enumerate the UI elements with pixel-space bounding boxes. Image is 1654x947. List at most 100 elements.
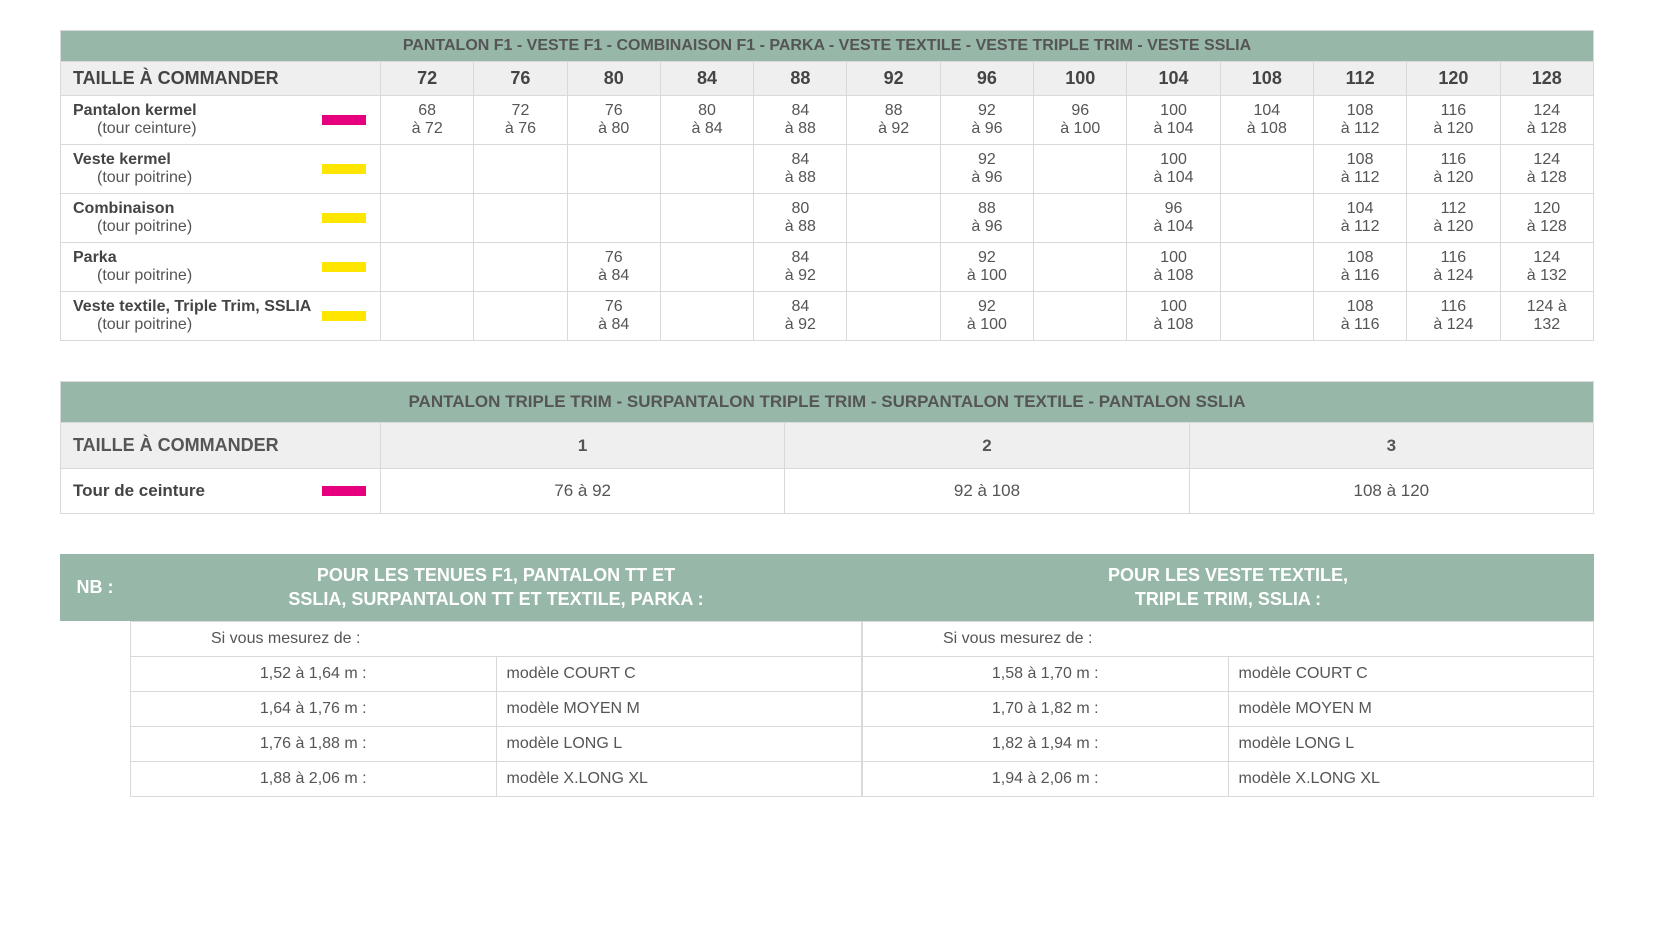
cell: 116 à 124: [1407, 292, 1500, 341]
cell: [474, 243, 567, 292]
cell: [381, 194, 474, 243]
table-row: Veste kermel(tour poitrine)84 à 8892 à 9…: [61, 145, 1594, 194]
size-col: 2: [785, 423, 1189, 469]
cell: [1034, 145, 1127, 194]
cell: 84 à 92: [754, 243, 847, 292]
nb-intro: Si vous mesurez de :: [131, 621, 862, 656]
cell: [660, 243, 753, 292]
size-col: 100: [1034, 62, 1127, 96]
cell: 100 à 104: [1127, 96, 1220, 145]
cell: 84 à 92: [754, 292, 847, 341]
table-row: 1,82 à 1,94 m :modèle LONG L: [863, 726, 1594, 761]
sizing-table-triple-trim: PANTALON TRIPLE TRIM - SURPANTALON TRIPL…: [60, 381, 1594, 514]
cell: [381, 292, 474, 341]
cell: 80 à 88: [754, 194, 847, 243]
row-label: Veste textile, Triple Trim, SSLIA(tour p…: [61, 292, 381, 341]
nb-col-left: POUR LES TENUES F1, PANTALON TT ET SSLIA…: [130, 554, 862, 621]
table-row: 1,88 à 2,06 m :modèle X.LONG XL: [131, 761, 862, 796]
cell: [847, 292, 940, 341]
cell: 100 à 108: [1127, 292, 1220, 341]
cell: 108 à 112: [1313, 145, 1406, 194]
height-range: 1,70 à 1,82 m :: [863, 691, 1229, 726]
cell: 108 à 116: [1313, 292, 1406, 341]
cell: 88 à 92: [847, 96, 940, 145]
cell: 124 à 132: [1500, 243, 1593, 292]
cell: [1034, 243, 1127, 292]
model-name: modèle MOYEN M: [496, 691, 862, 726]
row-label: Tour de ceinture: [61, 469, 381, 514]
cell: [1034, 194, 1127, 243]
cell: 116 à 120: [1407, 96, 1500, 145]
model-name: modèle MOYEN M: [1228, 691, 1594, 726]
cell: [474, 145, 567, 194]
swatch-icon: [322, 311, 366, 321]
cell: 76 à 92: [381, 469, 785, 514]
table-row: Tour de ceinture 76 à 92 92 à 108 108 à …: [61, 469, 1594, 514]
nb-table-left: Si vous mesurez de : 1,52 à 1,64 m :modè…: [130, 621, 862, 797]
cell: [660, 145, 753, 194]
sizing-table-f1: PANTALON F1 - VESTE F1 - COMBINAISON F1 …: [60, 30, 1594, 341]
table-row: Veste textile, Triple Trim, SSLIA(tour p…: [61, 292, 1594, 341]
table-row: Parka(tour poitrine)76 à 8484 à 9292 à 1…: [61, 243, 1594, 292]
cell: 104 à 112: [1313, 194, 1406, 243]
height-range: 1,58 à 1,70 m :: [863, 656, 1229, 691]
row-label: Pantalon kermel(tour ceinture): [61, 96, 381, 145]
nb-head-left: POUR LES TENUES F1, PANTALON TT ET SSLIA…: [130, 554, 862, 621]
height-range: 1,76 à 1,88 m :: [131, 726, 497, 761]
model-name: modèle X.LONG XL: [1228, 761, 1594, 796]
swatch-icon: [322, 213, 366, 223]
cell: 100 à 104: [1127, 145, 1220, 194]
table2-title: PANTALON TRIPLE TRIM - SURPANTALON TRIPL…: [61, 382, 1594, 423]
table-row: Combinaison(tour poitrine) 80 à 88 88 à 96…: [61, 194, 1594, 243]
row-label: Combinaison(tour poitrine): [61, 194, 381, 243]
nb-section: NB : POUR LES TENUES F1, PANTALON TT ET …: [60, 554, 1594, 621]
table1-header-label: TAILLE À COMMANDER: [61, 62, 381, 96]
cell: [1220, 243, 1313, 292]
table-row: Pantalon kermel(tour ceinture)68 à 7272 …: [61, 96, 1594, 145]
size-col: 128: [1500, 62, 1593, 96]
height-range: 1,52 à 1,64 m :: [131, 656, 497, 691]
cell: 96 à 104: [1127, 194, 1220, 243]
swatch-icon: [322, 262, 366, 272]
table-row: 1,70 à 1,82 m :modèle MOYEN M: [863, 691, 1594, 726]
cell: 84 à 88: [754, 96, 847, 145]
cell: [381, 145, 474, 194]
cell: 108 à 116: [1313, 243, 1406, 292]
cell: [660, 292, 753, 341]
cell: 76 à 84: [567, 243, 660, 292]
table1-title: PANTALON F1 - VESTE F1 - COMBINAISON F1 …: [61, 31, 1594, 62]
cell: 116 à 124: [1407, 243, 1500, 292]
cell: 76 à 84: [567, 292, 660, 341]
cell: 120 à 128: [1500, 194, 1593, 243]
size-col: 3: [1189, 423, 1593, 469]
height-range: 1,88 à 2,06 m :: [131, 761, 497, 796]
row-label: Veste kermel(tour poitrine): [61, 145, 381, 194]
size-col: 1: [381, 423, 785, 469]
nb-body: Si vous mesurez de : 1,52 à 1,64 m :modè…: [60, 621, 1594, 797]
cell: [660, 194, 753, 243]
cell: 84 à 88: [754, 145, 847, 194]
table-row: 1,52 à 1,64 m :modèle COURT C: [131, 656, 862, 691]
cell: [847, 243, 940, 292]
cell: [474, 194, 567, 243]
height-range: 1,94 à 2,06 m :: [863, 761, 1229, 796]
nb-intro: Si vous mesurez de :: [863, 621, 1594, 656]
size-col: 72: [381, 62, 474, 96]
table-row: 1,76 à 1,88 m :modèle LONG L: [131, 726, 862, 761]
size-col: 80: [567, 62, 660, 96]
size-col: 76: [474, 62, 567, 96]
row-label: Parka(tour poitrine): [61, 243, 381, 292]
size-col: 96: [940, 62, 1033, 96]
nb-intro-text: Si vous mesurez de :: [131, 621, 862, 656]
cell: 124 à 128: [1500, 145, 1593, 194]
size-col: 84: [660, 62, 753, 96]
swatch-icon: [322, 164, 366, 174]
cell: [567, 145, 660, 194]
cell: 88 à 96: [940, 194, 1033, 243]
height-range: 1,64 à 1,76 m :: [131, 691, 497, 726]
cell: 96 à 100: [1034, 96, 1127, 145]
swatch-icon: [322, 486, 366, 496]
cell: 68 à 72: [381, 96, 474, 145]
cell: 108 à 112: [1313, 96, 1406, 145]
cell: [1220, 292, 1313, 341]
